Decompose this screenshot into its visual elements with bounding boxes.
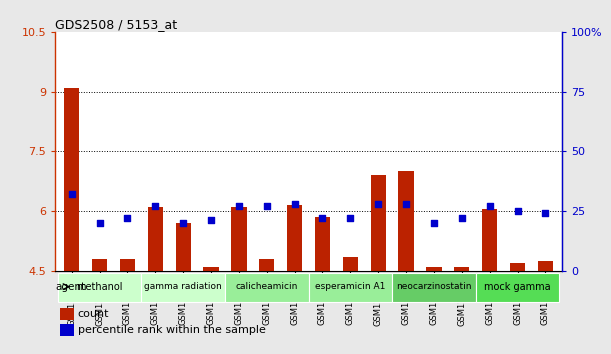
Point: [485, 203, 494, 209]
Text: GDS2508 / 5153_at: GDS2508 / 5153_at: [55, 18, 177, 31]
Bar: [120, 259, 135, 270]
Point: [95, 220, 104, 226]
Bar: [510, 263, 525, 270]
Bar: [315, 217, 330, 270]
Bar: [370, 175, 386, 270]
Point: [123, 215, 133, 221]
Text: esperamicin A1: esperamicin A1: [315, 282, 386, 291]
Text: count: count: [78, 309, 109, 319]
FancyBboxPatch shape: [476, 273, 559, 302]
FancyBboxPatch shape: [392, 273, 476, 302]
Text: gamma radiation: gamma radiation: [144, 282, 222, 291]
Text: percentile rank within the sample: percentile rank within the sample: [78, 325, 266, 335]
Bar: [175, 223, 191, 270]
Point: [178, 220, 188, 226]
Bar: [148, 207, 163, 270]
Bar: [60, 308, 74, 320]
Bar: [92, 259, 108, 270]
FancyBboxPatch shape: [58, 273, 141, 302]
Bar: [287, 205, 302, 270]
Bar: [203, 267, 219, 270]
Text: calicheamicin: calicheamicin: [236, 282, 298, 291]
FancyBboxPatch shape: [225, 273, 309, 302]
Bar: [231, 207, 247, 270]
Point: [513, 208, 522, 214]
Bar: [259, 259, 274, 270]
Bar: [426, 267, 442, 270]
Bar: [64, 87, 79, 270]
Bar: [454, 267, 469, 270]
Point: [429, 220, 439, 226]
FancyBboxPatch shape: [141, 273, 225, 302]
Bar: [343, 257, 358, 270]
Bar: [398, 171, 414, 270]
Point: [67, 192, 76, 197]
Point: [457, 215, 467, 221]
Point: [206, 218, 216, 223]
Point: [401, 201, 411, 207]
Point: [262, 203, 272, 209]
Point: [541, 211, 551, 216]
Point: [345, 215, 355, 221]
Point: [373, 201, 383, 207]
Point: [318, 215, 327, 221]
Text: mock gamma: mock gamma: [485, 282, 551, 292]
Bar: [538, 261, 553, 270]
Text: agent: agent: [55, 282, 86, 292]
Text: methanol: methanol: [76, 282, 123, 292]
Bar: [482, 209, 497, 270]
Point: [150, 203, 160, 209]
Point: [290, 201, 299, 207]
Text: neocarzinostatin: neocarzinostatin: [396, 282, 472, 291]
Bar: [60, 324, 74, 336]
Point: [234, 203, 244, 209]
FancyBboxPatch shape: [309, 273, 392, 302]
